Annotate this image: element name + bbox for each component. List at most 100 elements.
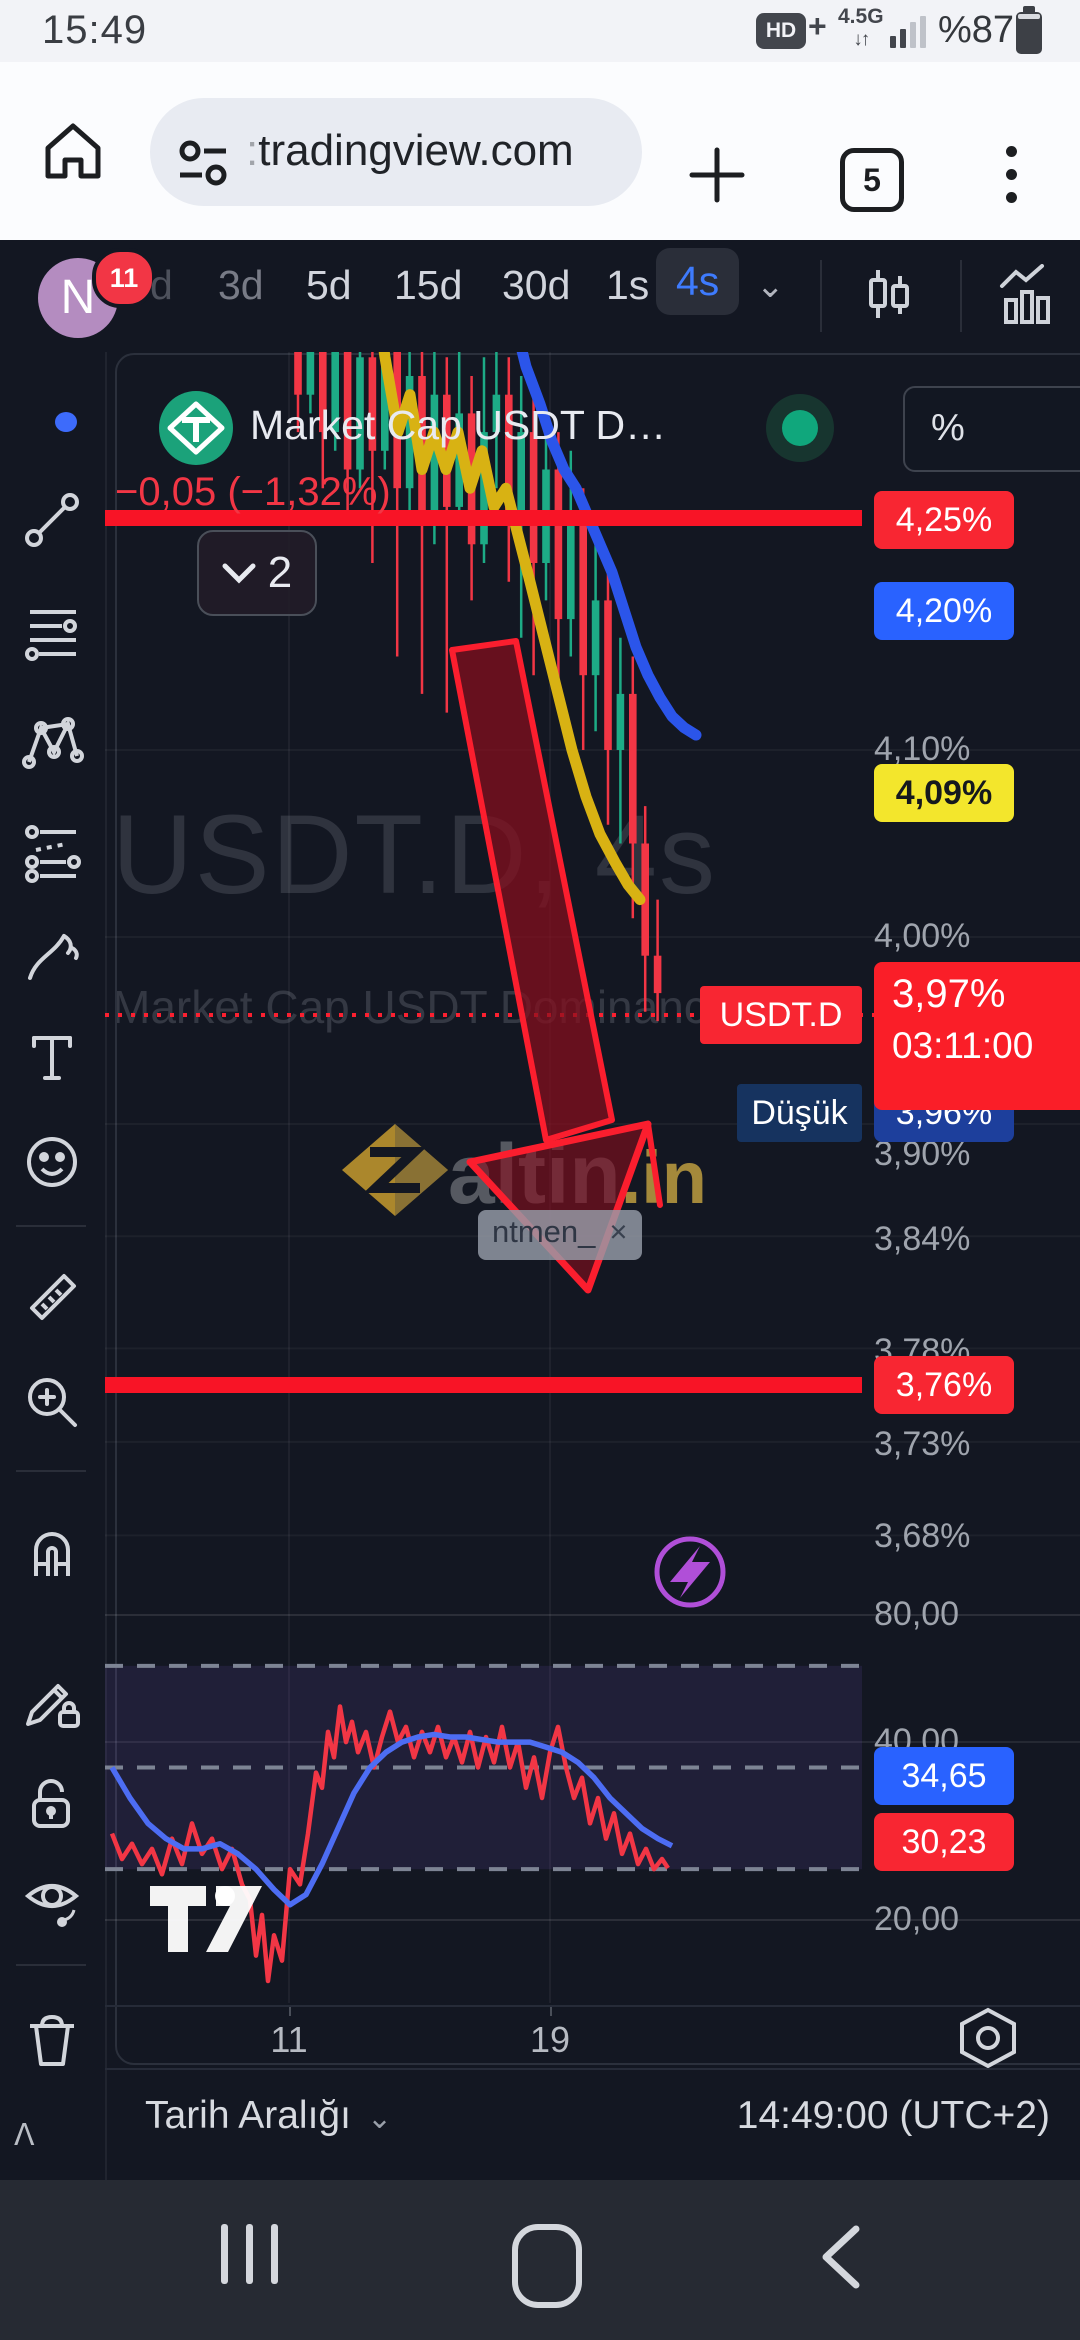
new-tab-icon[interactable]: [688, 146, 746, 204]
chevron-down-icon: ⌄: [366, 2102, 393, 2135]
timezone-clock[interactable]: 14:49:00 (UTC+2): [736, 2094, 1050, 2137]
divider: [960, 260, 962, 332]
url-text[interactable]: :tradingview.com: [246, 126, 574, 175]
timeframe-5d[interactable]: 5d: [306, 262, 352, 308]
price-label: 30,23: [874, 1813, 1014, 1871]
back-button[interactable]: [818, 2224, 862, 2290]
network-type-icon: 4.5G ↓↑: [838, 5, 884, 51]
divider: [16, 1964, 86, 1966]
candles: [294, 352, 662, 1022]
home-button[interactable]: [512, 2224, 582, 2308]
timeframe-4s[interactable]: 4s: [656, 248, 740, 315]
price-label: 34,65: [874, 1747, 1014, 1805]
ma-slow: [516, 352, 702, 741]
bar-countdown: 03:11:00: [892, 1025, 1034, 1066]
drawing-toolbar: [0, 352, 107, 2180]
date-range-selector[interactable]: Tarih Aralığı ⌄: [145, 2094, 393, 2137]
scale-tick: 20,00: [874, 1900, 960, 1938]
scale-tick: 80,00: [874, 1595, 960, 1633]
symbol-title[interactable]: Market Cap USDT D…: [250, 402, 667, 448]
oscillator: [109, 1704, 670, 1984]
browser-menu-icon[interactable]: [1006, 146, 1020, 215]
xabcd-pattern-tool[interactable]: [20, 712, 84, 776]
status-bar: 15:49 HD + 4.5G ↓↑ %87: [0, 0, 1080, 62]
chevron-down-icon[interactable]: ⌄: [756, 267, 785, 305]
brush-tool[interactable]: [20, 924, 84, 988]
divider: [16, 1225, 86, 1227]
price-label: 4,20%: [874, 582, 1014, 640]
lock-tool[interactable]: [20, 1770, 84, 1834]
price-change: −0,05 (−1,32%): [115, 470, 391, 514]
divider: [820, 260, 822, 332]
chart-type-candles-icon[interactable]: [856, 266, 918, 328]
magnet-tool[interactable]: [20, 1520, 84, 1584]
resistance-line: [105, 510, 862, 526]
time-tick: 19: [529, 2019, 571, 2060]
object-tree-collapse-button[interactable]: 2: [197, 530, 317, 616]
chevron-down-icon: [222, 563, 256, 584]
tradingview-logo: [150, 1886, 262, 1952]
zoom-in-tool[interactable]: [20, 1370, 84, 1434]
timeframe-30d[interactable]: 30d: [502, 262, 571, 308]
time-tick: 11: [270, 2019, 308, 2060]
price-label: 4,09%: [874, 764, 1014, 822]
time-axis[interactable]: 11 19: [105, 2005, 1080, 2070]
text-tool[interactable]: [20, 1026, 84, 1090]
brand-logo-icon: [342, 1124, 448, 1216]
description-watermark: Market Cap USDT Dominance, %: [112, 981, 799, 1033]
fib-retracement-tool[interactable]: [20, 600, 84, 664]
boost-icon: [654, 1536, 726, 1608]
tab-counter[interactable]: 5: [840, 148, 904, 212]
price-tag: USDT.D: [700, 986, 862, 1044]
emoji-tool[interactable]: [20, 1130, 84, 1194]
market-status-dot[interactable]: [782, 410, 818, 446]
axis-settings-icon[interactable]: [955, 2007, 1021, 2069]
timeframe-3d[interactable]: 3d: [218, 262, 264, 308]
browser-bar: :tradingview.com 5: [0, 62, 1080, 240]
status-time: 15:49: [42, 8, 148, 52]
trend-line-tool[interactable]: [20, 488, 84, 552]
active-tool-dot: [55, 412, 77, 432]
drawing-lock-edit-tool[interactable]: [20, 1670, 84, 1734]
unit-selector[interactable]: %: [903, 386, 1080, 472]
scale-tick: 4,00%: [874, 917, 971, 955]
timeframe-d[interactable]: d: [150, 262, 173, 308]
tv-toolbar: N 11 d 3d 5d 15d 30d 1s 4s ⌄: [0, 240, 1080, 352]
notification-badge: 11: [92, 248, 156, 308]
scale-tick: 4,10%: [874, 730, 971, 768]
hide-drawings-icon[interactable]: [20, 1868, 84, 1932]
sidebar-scroll-up-icon[interactable]: ᐱ: [14, 2119, 35, 2152]
price-label: 3,76%: [874, 1356, 1014, 1414]
support-line: [105, 1377, 862, 1393]
delete-tool[interactable]: [20, 2008, 84, 2072]
scale-tick: 3,73%: [874, 1425, 971, 1463]
down-arrow-drawing: [449, 638, 663, 1294]
hd-icon: HD: [756, 13, 806, 49]
home-icon[interactable]: [40, 118, 106, 184]
battery-percent: %87: [938, 9, 1015, 51]
symbol-logo-icon: [159, 391, 233, 465]
hd-plus-icon: +: [808, 8, 827, 44]
android-navbar: [0, 2180, 1080, 2340]
price-label: 4,25%: [874, 491, 1014, 549]
projection-tool[interactable]: [20, 820, 84, 884]
measure-tool[interactable]: [20, 1264, 84, 1328]
indicators-icon[interactable]: [996, 264, 1060, 328]
url-bar[interactable]: [150, 98, 642, 206]
last-price-label: 3,97% 03:11:00: [874, 962, 1080, 1110]
scale-tick: 3,68%: [874, 1517, 971, 1555]
close-icon[interactable]: ×: [609, 1214, 628, 1249]
chart-bottom-bar: Tarih Aralığı ⌄ 14:49:00 (UTC+2): [105, 2068, 1080, 2162]
ma-fast: [378, 352, 646, 906]
scale-tick: 3,84%: [874, 1220, 971, 1258]
price-tag: Düşük: [737, 1084, 862, 1142]
recents-button[interactable]: [212, 2224, 287, 2289]
timeframe-15d[interactable]: 15d: [394, 262, 463, 308]
signal-icon: [890, 16, 928, 48]
drawing-author-tag[interactable]: ntmen_ ×: [478, 1210, 642, 1260]
oscillator-ma: [109, 1731, 674, 1908]
site-settings-icon[interactable]: [176, 136, 230, 190]
timeframe-1s[interactable]: 1s: [606, 262, 650, 308]
